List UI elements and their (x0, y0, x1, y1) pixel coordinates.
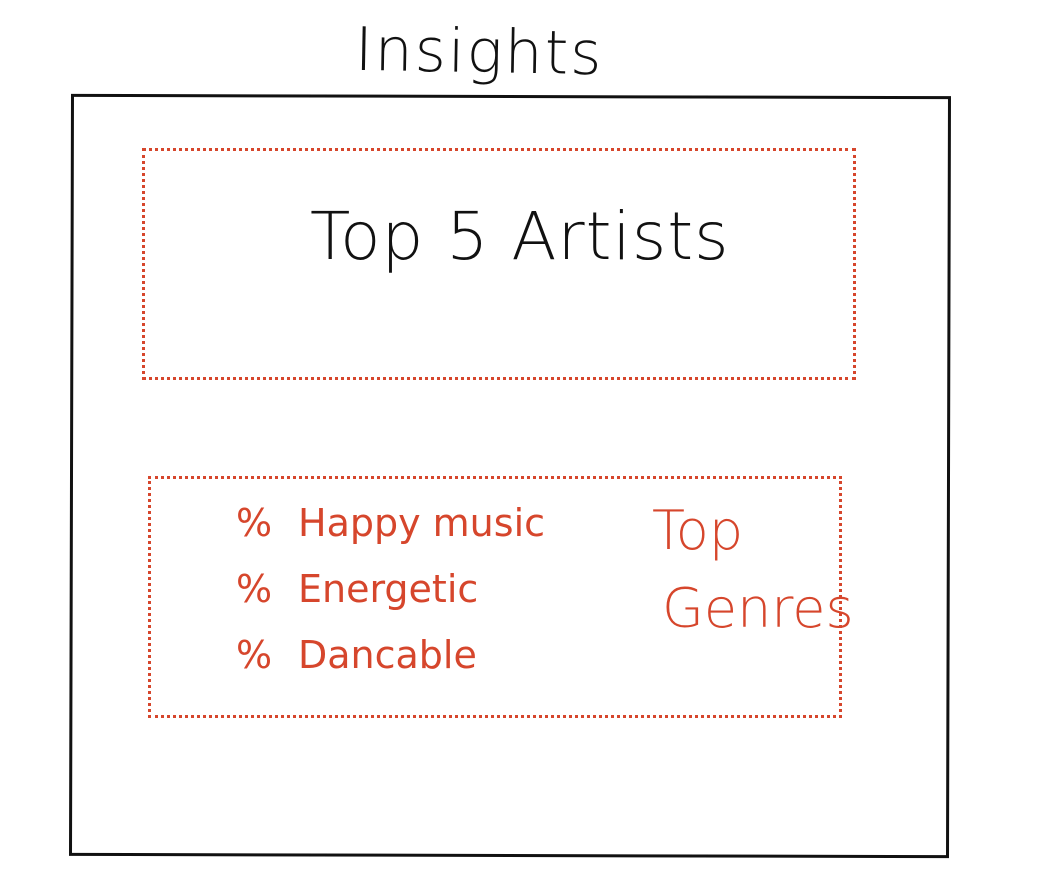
happy-music-percent: % (236, 501, 273, 545)
top-artists-title: Top 5 Artists (310, 198, 730, 275)
happy-music-metric: % Happy music (236, 504, 545, 542)
page-title: Insights (354, 14, 605, 90)
top-genres-panel[interactable] (148, 476, 842, 718)
energetic-metric: % Energetic (236, 570, 478, 608)
top-genres-line1: Top (652, 499, 744, 562)
danceable-label: Dancable (298, 633, 477, 677)
happy-music-label: Happy music (298, 501, 546, 545)
energetic-percent: % (236, 567, 273, 611)
danceable-metric: % Dancable (236, 636, 477, 674)
danceable-percent: % (236, 633, 273, 677)
top-genres-heading: Top Genres (652, 492, 854, 649)
energetic-label: Energetic (298, 567, 479, 611)
top-genres-line2: Genres (662, 577, 854, 641)
top-artists-panel[interactable] (142, 148, 856, 380)
